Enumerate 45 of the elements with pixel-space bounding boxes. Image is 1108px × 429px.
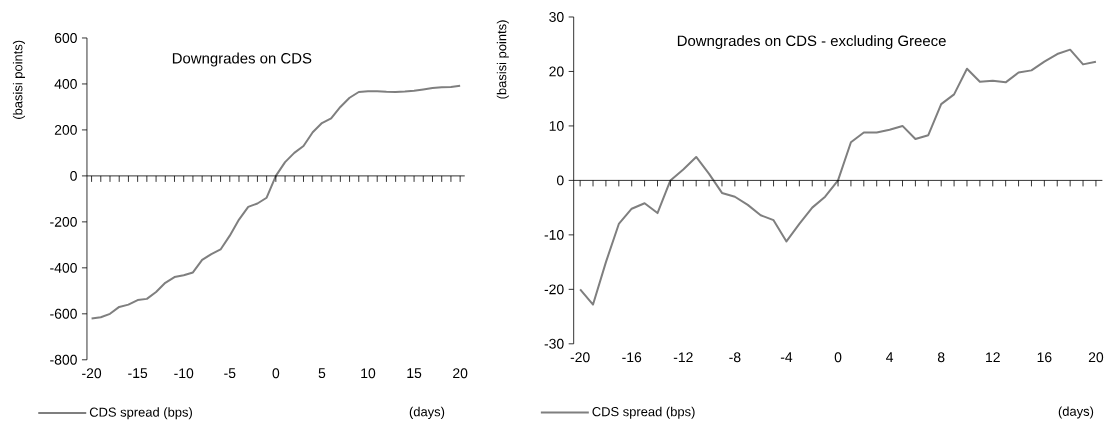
y-tick-label: -200 bbox=[50, 217, 77, 227]
y-axis-title: (basisi points) bbox=[12, 40, 25, 120]
x-tick-label: -20 bbox=[570, 352, 590, 363]
y-tick-label: 0 bbox=[556, 175, 564, 186]
x-axis-title: (days) bbox=[1058, 406, 1094, 419]
x-tick-label: -20 bbox=[82, 368, 102, 379]
x-axis-title: (days) bbox=[409, 406, 445, 420]
y-tick-label: 400 bbox=[54, 79, 77, 90]
x-tick-label: -10 bbox=[174, 368, 194, 379]
y-tick-label: -10 bbox=[544, 230, 564, 240]
x-tick-label: -16 bbox=[622, 352, 642, 363]
legend-label: CDS spread (bps) bbox=[89, 407, 192, 420]
y-tick-label: -400 bbox=[50, 263, 77, 273]
x-tick-label: 4 bbox=[886, 352, 894, 363]
x-tick-label: 20 bbox=[1088, 352, 1104, 363]
x-tick-label: -15 bbox=[128, 368, 148, 379]
x-tick-label: -12 bbox=[673, 352, 693, 363]
x-tick-label: 16 bbox=[1037, 352, 1052, 363]
y-tick-label: 20 bbox=[549, 66, 564, 77]
x-tick-label: 15 bbox=[407, 368, 422, 379]
text: Downgrades on CDS bbox=[172, 52, 312, 67]
x-tick-label: 10 bbox=[361, 368, 376, 379]
x-tick-label: 0 bbox=[272, 368, 280, 379]
x-tick-label: 0 bbox=[834, 352, 842, 363]
y-tick-label: 10 bbox=[549, 121, 564, 131]
y-tick-label: -800 bbox=[50, 354, 77, 365]
y-tick-label: 0 bbox=[70, 171, 77, 181]
x-tick-label: 5 bbox=[318, 368, 326, 379]
x-tick-label: 8 bbox=[937, 352, 945, 363]
x-tick-label: -4 bbox=[780, 352, 793, 363]
line-series bbox=[90, 84, 462, 320]
y-tick-label: 30 bbox=[549, 12, 564, 23]
x-tick-label: 20 bbox=[453, 368, 468, 379]
legend-label: CDS spread (bps) bbox=[592, 406, 695, 419]
line-series bbox=[579, 48, 1097, 306]
y-tick-label: -20 bbox=[544, 284, 564, 295]
y-axis-title: (basisi points) bbox=[496, 20, 509, 99]
x-tick-label: -8 bbox=[729, 352, 741, 363]
x-tick-label: 12 bbox=[986, 352, 1000, 363]
x-tick-label: -5 bbox=[224, 368, 236, 379]
y-tick-label: -600 bbox=[50, 308, 77, 319]
text: Downgrades on CDS - excluding Greece bbox=[677, 35, 946, 50]
y-tick-label: -30 bbox=[544, 338, 564, 349]
y-tick-label: 600 bbox=[54, 33, 77, 44]
y-tick-label: 200 bbox=[54, 125, 77, 135]
